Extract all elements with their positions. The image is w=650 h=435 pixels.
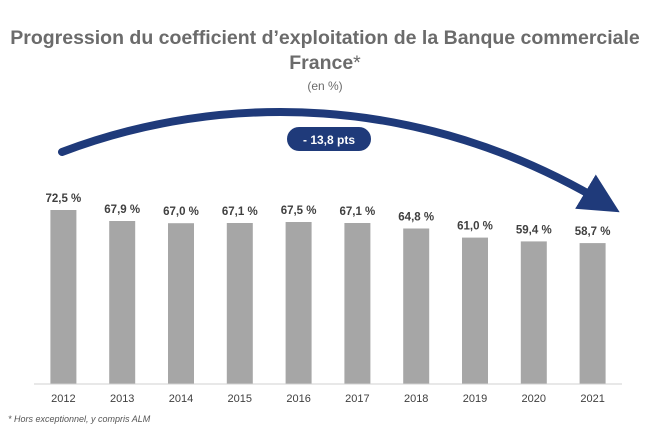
x-tick-2013: 2013 bbox=[110, 393, 134, 405]
bar-2019 bbox=[462, 237, 488, 384]
chart-title-text: Progression du coefficient d’exploitatio… bbox=[10, 27, 640, 49]
bar-2014 bbox=[168, 223, 194, 384]
value-label-2013: 67,9 % bbox=[104, 204, 140, 216]
chart-title: Progression du coefficient d’exploitatio… bbox=[0, 26, 650, 76]
value-labels-group: 72,5 % 67,9 % 67,0 % 67,1 % 67,5 % 67,1 % 64,8… bbox=[45, 193, 610, 238]
bars-group bbox=[50, 210, 606, 384]
value-label-2021: 58,7 % bbox=[575, 226, 611, 238]
bar-chart: - 13,8 pts 72,5 % 67,9 % 67,0 % 67,1 % 67,5 … bbox=[34, 108, 622, 405]
footnote: * Hors exceptionnel, y compris ALM bbox=[8, 414, 151, 424]
x-tick-2021: 2021 bbox=[580, 393, 604, 405]
x-tick-labels-group: 2012 2013 2014 2015 2016 2017 2018 2019 2020 2021 bbox=[51, 393, 605, 405]
x-tick-2016: 2016 bbox=[286, 393, 310, 405]
value-label-2020: 59,4 % bbox=[516, 224, 552, 236]
title-asterisk: * bbox=[353, 52, 361, 74]
bar-2012 bbox=[50, 210, 77, 384]
x-tick-2018: 2018 bbox=[404, 393, 428, 405]
value-label-2017: 67,1 % bbox=[339, 206, 375, 218]
bar-2020 bbox=[520, 241, 547, 384]
bar-2016 bbox=[285, 222, 312, 384]
x-tick-2012: 2012 bbox=[51, 393, 75, 405]
value-label-2014: 67,0 % bbox=[163, 206, 199, 218]
annotation-badge: - 13,8 pts bbox=[285, 125, 373, 153]
bar-2013 bbox=[109, 221, 136, 384]
bar-2021 bbox=[579, 243, 606, 384]
annotation-badge-bg bbox=[285, 125, 373, 153]
x-tick-2020: 2020 bbox=[522, 393, 546, 405]
x-tick-2017: 2017 bbox=[345, 393, 369, 405]
chart-subtitle: (en %) bbox=[307, 79, 343, 93]
annotation-label: - 13,8 pts bbox=[303, 133, 355, 147]
value-label-2018: 64,8 % bbox=[398, 212, 434, 224]
value-label-2019: 61,0 % bbox=[457, 221, 493, 233]
x-tick-2014: 2014 bbox=[169, 393, 193, 405]
value-label-2012: 72,5 % bbox=[45, 193, 81, 205]
x-tick-2015: 2015 bbox=[228, 393, 252, 405]
value-label-2015: 67,1 % bbox=[222, 206, 258, 218]
chart-title-line2: France bbox=[289, 52, 354, 74]
bar-2015 bbox=[226, 223, 253, 384]
bar-2017 bbox=[344, 223, 371, 384]
trend-arrow bbox=[58, 108, 620, 213]
x-tick-2019: 2019 bbox=[463, 393, 487, 405]
value-label-2016: 67,5 % bbox=[281, 205, 317, 217]
bar-2018 bbox=[403, 228, 430, 384]
